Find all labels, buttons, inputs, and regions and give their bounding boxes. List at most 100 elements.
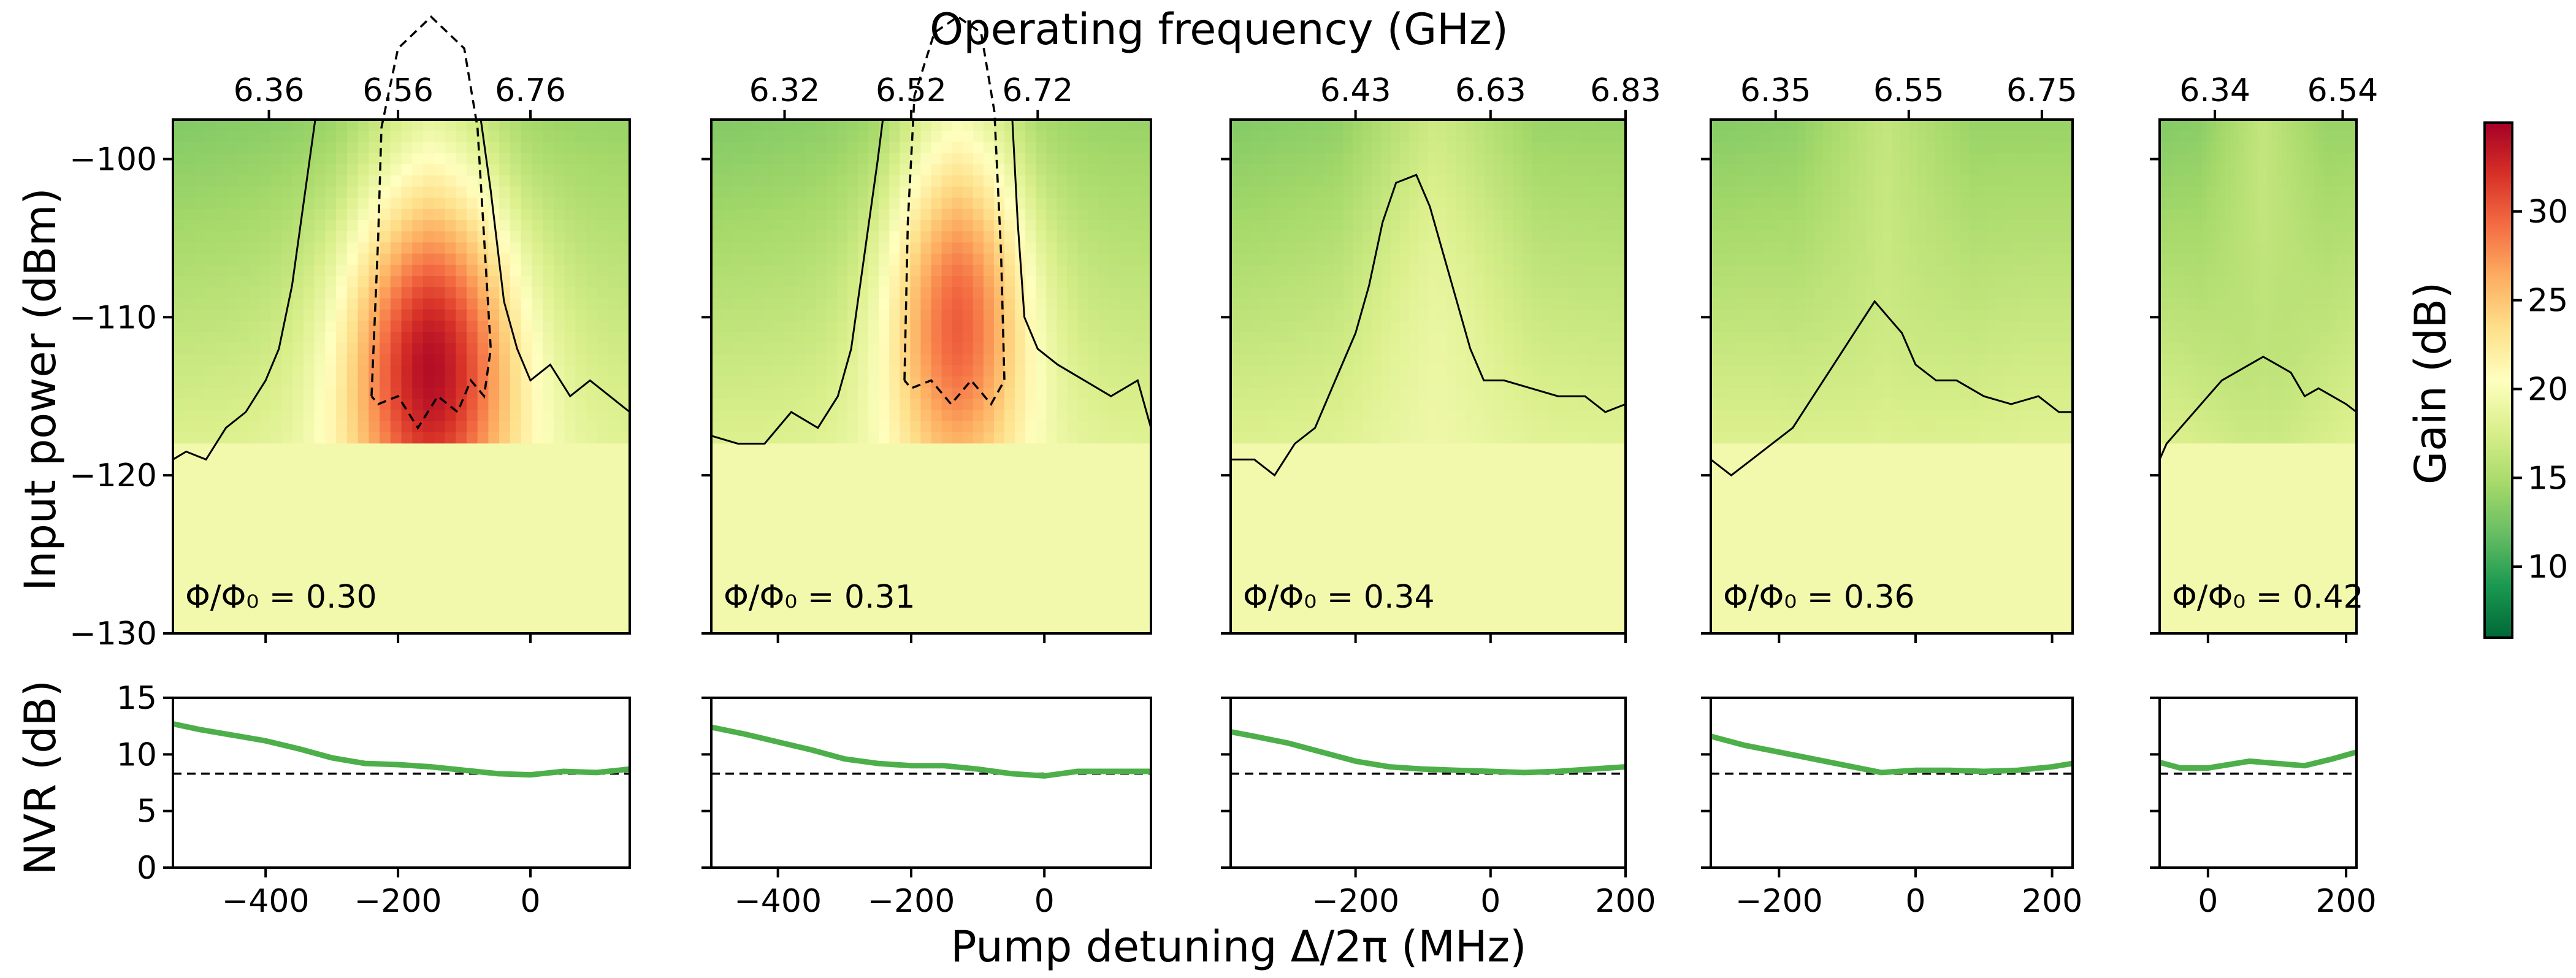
heatmap-cell <box>292 577 304 589</box>
heatmap-cell <box>173 197 185 210</box>
heatmap-cell <box>1088 510 1099 522</box>
heatmap-cell <box>346 153 359 165</box>
heatmap-cell <box>336 555 348 567</box>
heatmap-cell <box>173 600 185 612</box>
heatmap-cell <box>1046 421 1058 433</box>
heatmap-cell <box>575 220 587 232</box>
heatmap-cell <box>1119 499 1131 511</box>
heatmap-cell <box>1268 220 1278 232</box>
heatmap-cell <box>456 589 467 601</box>
heatmap-cell <box>325 197 337 210</box>
heatmap-cell <box>270 186 283 199</box>
heatmap-cell <box>879 208 890 221</box>
heatmap-cell <box>434 544 446 556</box>
heatmap-cell <box>795 399 806 411</box>
heatmap-cell <box>227 488 239 500</box>
heatmap-cell <box>194 164 207 176</box>
heatmap-cell <box>325 164 337 176</box>
heatmap-cell <box>434 611 446 623</box>
heatmap-cell <box>753 231 765 243</box>
heatmap-cell <box>1494 376 1504 389</box>
heatmap-cell <box>575 600 587 612</box>
heatmap-cell <box>973 320 984 332</box>
heatmap-cell <box>858 120 869 132</box>
heatmap-cell <box>941 421 953 433</box>
heatmap-cell <box>325 208 337 221</box>
heatmap-cell <box>1119 320 1131 332</box>
heatmap-cell <box>900 264 911 277</box>
heatmap-cell <box>1541 354 1551 366</box>
heatmap-cell <box>173 320 185 332</box>
heatmap-cell <box>390 555 402 567</box>
heatmap-cell <box>910 566 922 578</box>
heatmap-cell <box>216 164 228 176</box>
heatmap-cell <box>543 388 554 400</box>
heatmap-cell <box>521 287 533 299</box>
heatmap-cell <box>1088 153 1099 165</box>
heatmap-cell <box>619 264 630 277</box>
heatmap-cell <box>249 521 261 533</box>
heatmap-cell <box>983 521 995 533</box>
heatmap-cell <box>336 600 348 612</box>
heatmap-cell <box>1559 142 1570 154</box>
heatmap-cell <box>1004 142 1015 154</box>
heatmap-cell <box>259 399 272 411</box>
heatmap-cell <box>1046 499 1058 511</box>
heatmap-cell <box>1381 186 1391 199</box>
heatmap-cell <box>1098 600 1110 612</box>
heatmap-cell <box>1240 365 1250 377</box>
heatmap-cell <box>1287 332 1298 344</box>
heatmap-cell <box>422 589 435 601</box>
heatmap-cell <box>931 298 942 310</box>
heatmap-cell <box>1268 332 1278 344</box>
heatmap-cell <box>1004 231 1015 243</box>
heatmap-cell <box>346 253 359 266</box>
heatmap-cell <box>259 354 272 366</box>
heatmap-cell <box>183 242 196 254</box>
heatmap-cell <box>763 376 775 389</box>
heatmap-cell <box>1466 186 1476 199</box>
heatmap-cell <box>1036 577 1047 589</box>
heatmap-cell <box>532 332 543 344</box>
heatmap-cell <box>456 343 467 355</box>
heatmap-cell <box>1088 611 1099 623</box>
heatmap-cell <box>1057 343 1068 355</box>
heatmap-cell <box>227 253 239 266</box>
heatmap-cell <box>346 120 359 132</box>
heatmap-cell <box>619 600 630 612</box>
heatmap-cell <box>1607 264 1617 277</box>
heatmap-cell <box>1067 332 1079 344</box>
heatmap-cell <box>1067 410 1079 422</box>
heatmap-cell <box>722 153 733 165</box>
heatmap-cell <box>1447 197 1457 210</box>
heatmap-cell <box>466 131 478 143</box>
heatmap-cell <box>1588 175 1598 188</box>
heatmap-cell <box>412 443 424 456</box>
heatmap-cell <box>711 410 722 422</box>
heatmap-cell <box>422 276 435 288</box>
heatmap-cell <box>743 276 754 288</box>
heatmap-cell <box>1466 175 1476 188</box>
heatmap-cell <box>477 432 489 445</box>
heatmap-cell <box>597 343 609 355</box>
heatmap-cell <box>1409 120 1420 132</box>
heatmap-cell <box>532 175 543 188</box>
heatmap-cell <box>1400 220 1410 232</box>
heatmap-cell <box>1088 164 1099 176</box>
heatmap-cell <box>456 544 467 556</box>
heatmap-cell <box>1343 298 1354 310</box>
heatmap-cell <box>805 276 817 288</box>
heatmap-cell <box>774 276 785 288</box>
heatmap-cell <box>1296 264 1307 277</box>
heatmap-cell <box>1259 142 1269 154</box>
heatmap-cell <box>1390 264 1401 277</box>
heatmap-cell <box>390 476 402 489</box>
top-axis-title: Operating frequency (GHz) <box>930 4 1508 55</box>
heatmap-cell <box>488 120 500 132</box>
heatmap-cell <box>619 589 630 601</box>
heatmap-cell <box>1418 276 1429 288</box>
heatmap-cell <box>1025 488 1037 500</box>
heatmap-cell <box>608 421 620 433</box>
heatmap-cell <box>743 343 754 355</box>
heatmap-cell <box>836 566 848 578</box>
